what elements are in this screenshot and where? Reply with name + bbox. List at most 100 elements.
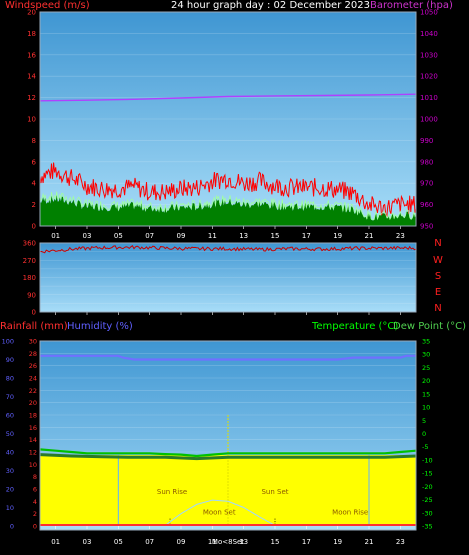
- baro-tick-label: 970: [420, 180, 433, 188]
- humidity-tick-label: 80: [6, 375, 14, 383]
- temp-tick-label: -30: [422, 509, 433, 517]
- rain-tick-label: 16: [29, 424, 37, 432]
- wind-average-area: [40, 195, 416, 226]
- wind-tick-label: 8: [32, 137, 36, 145]
- x-tick-label: 11: [208, 232, 217, 240]
- chart-title: 24 hour graph day : 02 December 2023: [171, 0, 370, 11]
- baro-tick-label: 980: [420, 158, 433, 166]
- x-tick-label: 09: [177, 538, 186, 546]
- rain-tick-label: 22: [29, 387, 37, 395]
- x-tick-label: 03: [83, 538, 92, 546]
- temp-tick-label: 15: [422, 390, 430, 398]
- compass-label-e: E: [435, 287, 441, 298]
- dewpoint-axis-title: Dew Point (°C): [393, 321, 467, 332]
- rain-tick-label: 10: [29, 461, 37, 469]
- temp-tick-label: -10: [422, 456, 433, 464]
- series-moon-curve: [165, 499, 276, 526]
- temp-tick-label: 20: [422, 377, 430, 385]
- humidity-tick-label: 30: [6, 467, 14, 475]
- x-tick-label: 05: [114, 232, 123, 240]
- x-tick-label: 03: [83, 232, 92, 240]
- temp-tick-label: -5: [422, 443, 428, 451]
- wind-tick-label: 20: [27, 9, 36, 17]
- series-barometer-line: [39, 93, 417, 102]
- direction-tick-label: 0: [32, 309, 36, 317]
- x-tick-label: 17: [302, 538, 311, 546]
- humidity-tick-label: 0: [10, 523, 14, 531]
- baro-tick-label: 960: [420, 201, 433, 209]
- direction-tick-label: 90: [27, 291, 36, 299]
- series-avg-line: [39, 191, 417, 221]
- temp-tick-label: 0: [422, 430, 426, 438]
- baro-tick-label: 1010: [420, 94, 438, 102]
- rain-tick-label: 26: [29, 362, 37, 370]
- series-gust-line: [39, 162, 417, 217]
- wind-tick-label: 10: [27, 116, 36, 124]
- x-tick-label: 19: [333, 538, 342, 546]
- baro-tick-label: 990: [420, 137, 433, 145]
- x-tick-label: 15: [271, 538, 280, 546]
- temp-tick-label: 5: [422, 417, 426, 425]
- temp-tick-label: -35: [422, 523, 433, 531]
- wind-tick-label: 16: [27, 51, 36, 59]
- series-direction-line: [40, 244, 417, 254]
- x-tick-label: 17: [302, 232, 311, 240]
- moon-set-axis-marker: Mo<8Set: [212, 538, 244, 546]
- series-dewpoint-line: [39, 453, 417, 461]
- baro-tick-label: 1030: [420, 51, 438, 59]
- direction-tick-label: 180: [23, 274, 36, 282]
- x-tick-label: 21: [365, 538, 374, 546]
- wind-tick-label: 12: [27, 94, 36, 102]
- x-tick-label: 13: [239, 538, 248, 546]
- baro-tick-label: 950: [420, 223, 433, 231]
- x-tick-label: 01: [51, 538, 60, 546]
- temp-tick-label: 10: [422, 404, 430, 412]
- x-tick-label: 01: [51, 232, 60, 240]
- rain-tick-label: 2: [33, 510, 37, 518]
- temp-tick-label: -25: [422, 496, 433, 504]
- rain-tick-label: 28: [29, 350, 37, 358]
- x-tick-label: 23: [396, 538, 405, 546]
- temp-tick-label: -20: [422, 483, 433, 491]
- wind-tick-label: 18: [27, 30, 36, 38]
- rain-tick-label: 4: [33, 498, 37, 506]
- x-tick-label: 23: [396, 232, 405, 240]
- rain-tick-label: 30: [29, 338, 37, 346]
- humidity-axis-title: Humidity (%): [67, 321, 133, 332]
- x-tick-label: 13: [239, 232, 248, 240]
- series-humidity-line: [40, 354, 416, 361]
- compass-label-n: N: [434, 303, 441, 314]
- line-layer: [39, 93, 417, 526]
- humidity-tick-label: 40: [6, 449, 14, 457]
- moon-rise-label: Moon Rise: [332, 508, 368, 516]
- x-tick-label: 09: [177, 232, 186, 240]
- humidity-tick-label: 10: [6, 504, 14, 512]
- temp-tick-label: 25: [422, 364, 430, 372]
- wind-tick-label: 6: [32, 158, 37, 166]
- direction-tick-label: 270: [23, 257, 36, 265]
- baro-tick-label: 1050: [420, 9, 438, 17]
- series-temperature-line: [39, 448, 417, 458]
- x-tick-label: 19: [333, 232, 342, 240]
- rain-tick-label: 0: [33, 523, 37, 531]
- wind-tick-label: 14: [27, 73, 36, 81]
- humidity-tick-label: 60: [6, 412, 14, 420]
- barometer-axis-title: Barometer (hpa): [370, 0, 453, 11]
- x-tick-label: 21: [365, 232, 374, 240]
- direction-tick-label: 360: [23, 240, 36, 248]
- baro-tick-label: 1040: [420, 30, 438, 38]
- compass-label-s: S: [435, 271, 441, 282]
- direction-plot-area: [40, 243, 416, 312]
- humidity-tick-label: 50: [6, 430, 14, 438]
- sun-set-label: Sun Set: [261, 488, 288, 496]
- compass-label-n: N: [434, 238, 441, 249]
- compass-label-w: W: [433, 255, 443, 266]
- rain-tick-label: 12: [29, 449, 37, 457]
- rain-tick-label: 18: [29, 412, 37, 420]
- rain-tick-label: 6: [33, 486, 37, 494]
- x-tick-label: 11: [208, 538, 217, 546]
- temp-tick-label: 30: [422, 351, 430, 359]
- temperature-axis-title: Temperature (°C): [312, 321, 399, 332]
- x-tick-label: 07: [145, 538, 154, 546]
